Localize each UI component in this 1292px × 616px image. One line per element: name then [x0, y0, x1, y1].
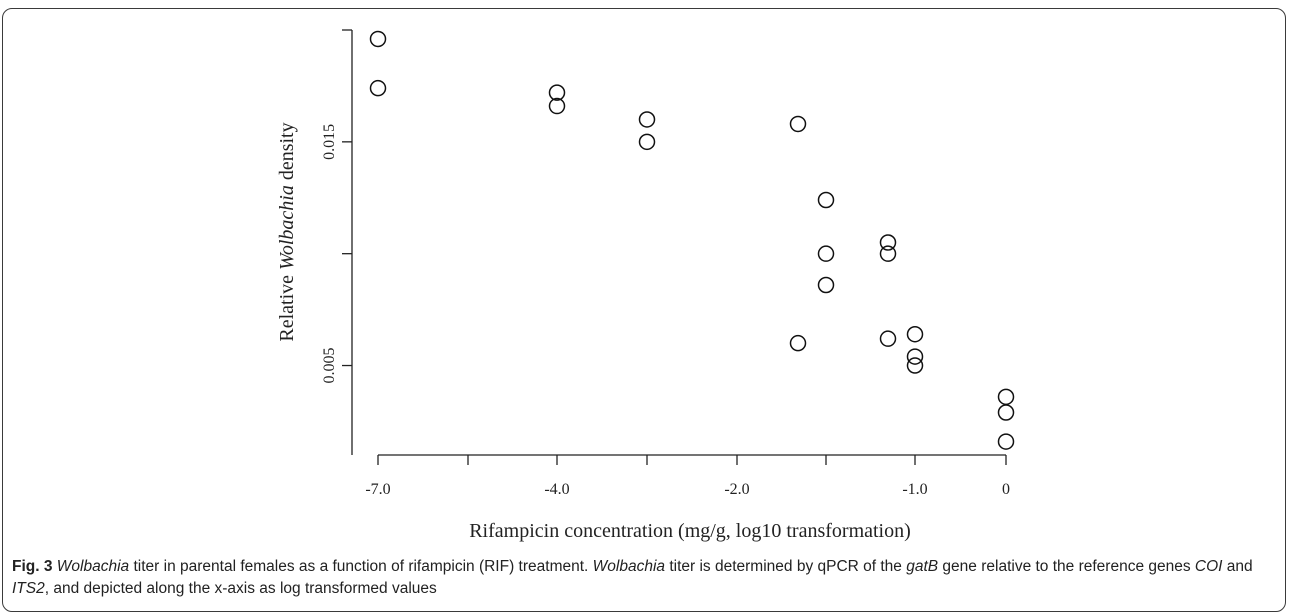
x-axis: -7.0 -4.0 -2.0 -1.0 0: [365, 454, 1010, 498]
caption-text: Wolbachia titer in parental females as a…: [12, 558, 1253, 597]
y-axis: 0.005 0.015: [321, 29, 353, 455]
y-axis-title: Relative Wolbachia density: [276, 122, 298, 341]
data-point: [548, 84, 566, 101]
data-point: [638, 111, 656, 128]
data-point: [817, 276, 835, 294]
data-point: [369, 79, 387, 97]
x-tick-label: -4.0: [544, 481, 569, 498]
y-tick-label: 0.005: [321, 348, 338, 384]
data-point: [879, 234, 897, 251]
x-tick-label: -7.0: [365, 481, 390, 498]
data-point: [997, 388, 1015, 406]
data-point: [817, 191, 835, 209]
y-tick-label: 0.015: [321, 124, 338, 160]
x-tick-label: -2.0: [724, 481, 749, 498]
figure-frame: [2, 8, 1286, 612]
data-point: [789, 334, 807, 352]
data-point: [789, 115, 807, 133]
x-axis-title: Rifampicin concentration (mg/g, log10 tr…: [469, 520, 911, 542]
scatter-plot: 0.005 0.015 -7.0 -4.0 -2.0 -1.0 0 Relative Wo…: [276, 29, 1015, 542]
data-points: [369, 30, 1015, 450]
figure-caption: Fig. 3 Wolbachia titer in parental femal…: [12, 556, 1277, 600]
data-point: [879, 245, 897, 262]
data-point: [997, 433, 1015, 450]
data-point: [906, 348, 924, 365]
x-tick-label: 0: [1002, 481, 1010, 498]
data-point: [817, 245, 835, 262]
data-point: [906, 357, 924, 374]
x-tick-label: -1.0: [902, 481, 927, 498]
data-point: [548, 97, 566, 115]
data-point: [906, 325, 924, 343]
data-point: [879, 330, 897, 347]
figure-label: Fig. 3: [12, 558, 53, 575]
data-point: [997, 404, 1015, 421]
data-point: [638, 133, 656, 151]
data-point: [369, 30, 387, 48]
